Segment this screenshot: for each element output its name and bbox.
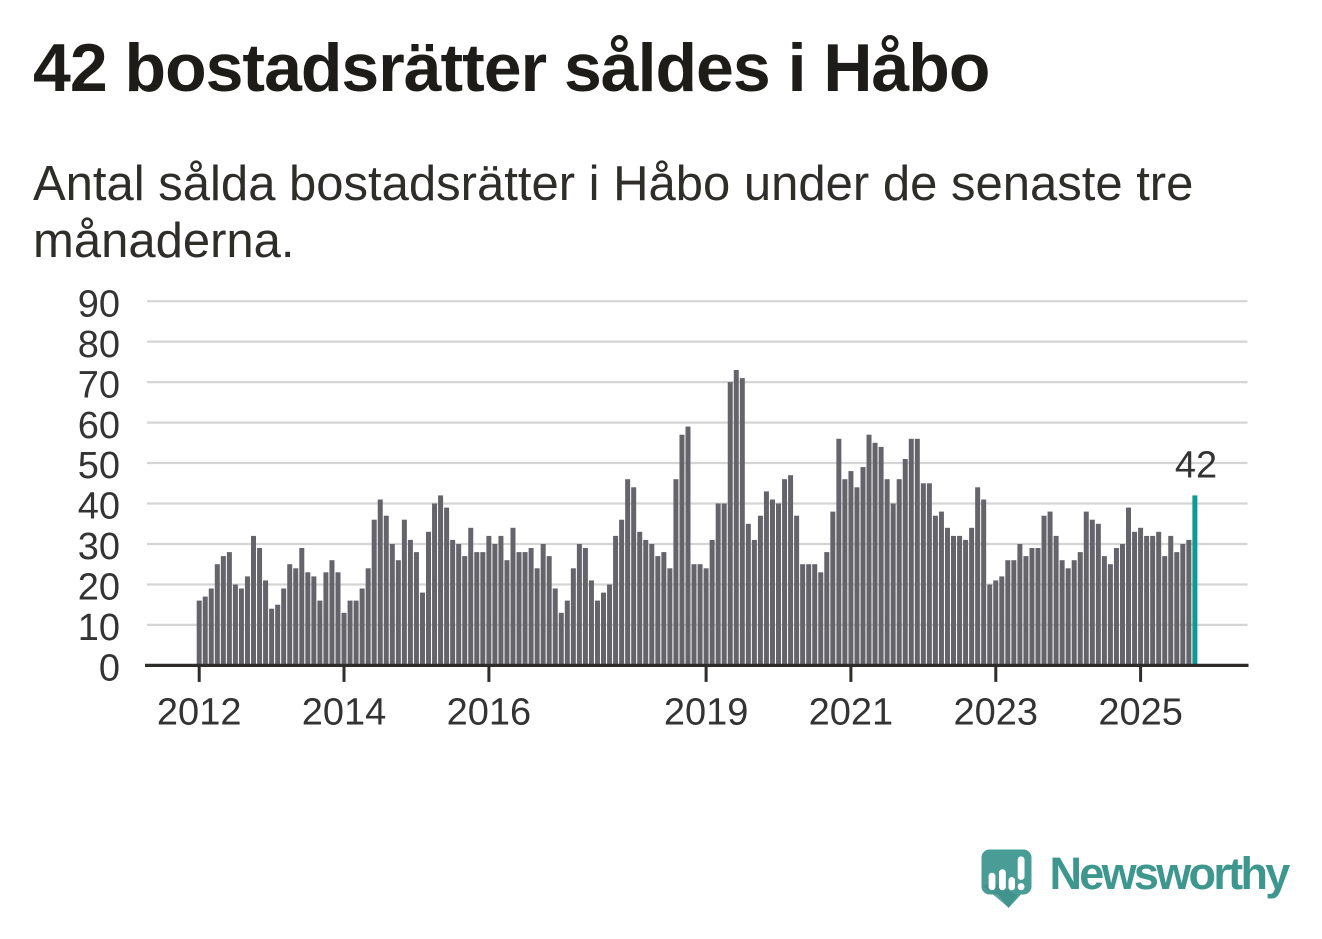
svg-text:Newsworthy: Newsworthy	[1050, 848, 1291, 899]
svg-text:30: 30	[78, 526, 120, 568]
svg-text:80: 80	[78, 324, 120, 366]
svg-text:40: 40	[78, 486, 120, 528]
svg-text:70: 70	[78, 364, 120, 406]
svg-text:2014: 2014	[302, 692, 387, 734]
svg-text:50: 50	[78, 445, 120, 487]
svg-text:2016: 2016	[447, 692, 532, 734]
svg-text:2023: 2023	[954, 692, 1039, 734]
svg-text:2025: 2025	[1098, 692, 1183, 734]
svg-text:2019: 2019	[664, 692, 749, 734]
svg-text:2012: 2012	[157, 692, 242, 734]
svg-text:90: 90	[78, 283, 120, 325]
svg-text:60: 60	[78, 405, 120, 447]
svg-text:2021: 2021	[809, 692, 894, 734]
svg-text:42: 42	[1175, 445, 1217, 487]
svg-text:10: 10	[78, 607, 120, 649]
svg-text:0: 0	[99, 648, 120, 690]
svg-text:20: 20	[78, 567, 120, 609]
